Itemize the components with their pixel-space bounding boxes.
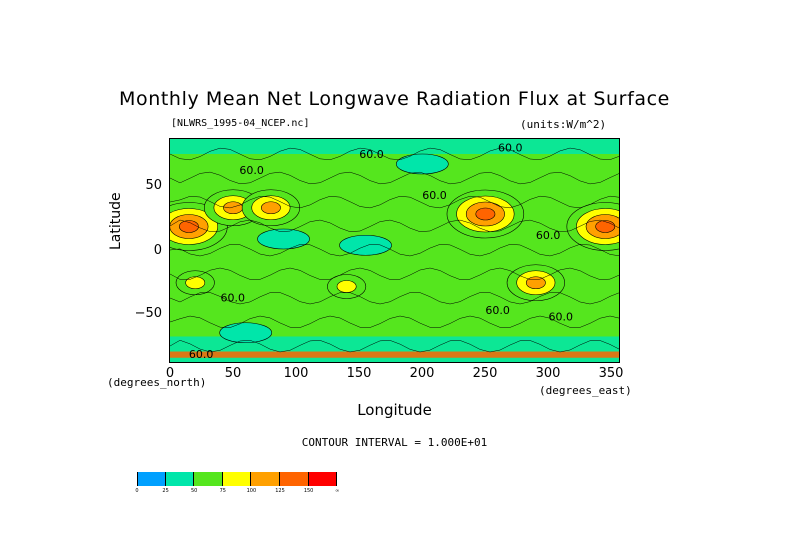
contour-label: 60.0 bbox=[498, 142, 523, 155]
x-unit-left: (degrees_north) bbox=[107, 376, 207, 389]
x-tick-label: 300 bbox=[535, 366, 561, 381]
colorbar-labels: 0 25 50 75 100 125 150 ∞ bbox=[135, 488, 340, 496]
feature-contour bbox=[179, 220, 199, 233]
contour-label: 60.0 bbox=[359, 148, 384, 161]
contour-label: 60.0 bbox=[548, 310, 573, 323]
contour-line bbox=[170, 315, 619, 328]
colorbar-swatch bbox=[308, 472, 338, 486]
contour-label: 60.0 bbox=[189, 348, 214, 361]
feature-contour bbox=[475, 207, 496, 221]
x-tick-label: 350 bbox=[598, 366, 624, 381]
feature-contour bbox=[396, 153, 449, 175]
contour-label: 60.0 bbox=[485, 304, 510, 317]
colorbar-swatch bbox=[194, 472, 223, 486]
y-axis-label: Latitude bbox=[108, 192, 124, 250]
colorbar-tick-label: 50 bbox=[191, 488, 198, 494]
file-label: [NLWRS_1995-04_NCEP.nc] bbox=[171, 118, 310, 129]
heatmap-svg: 60.0 60.0 60.0 60.0 60.0 60.0 60.0 60.0 60.0 bbox=[170, 139, 619, 362]
feature-contour bbox=[525, 276, 546, 290]
feature-contour bbox=[336, 280, 357, 293]
y-tick-label: −50 bbox=[134, 306, 162, 321]
colorbar-swatch bbox=[137, 472, 166, 486]
plot-area: 60.0 60.0 60.0 60.0 60.0 60.0 60.0 60.0 60.0 bbox=[169, 138, 620, 363]
contour-label: 60.0 bbox=[220, 292, 245, 305]
x-tick-label: 50 bbox=[224, 366, 242, 381]
x-unit-right: (degrees_east) bbox=[539, 384, 632, 397]
x-tick-label: 250 bbox=[472, 366, 498, 381]
units-label: (units:W/m^2) bbox=[520, 118, 607, 131]
contour-line bbox=[170, 147, 619, 161]
polar-band bbox=[170, 139, 619, 154]
contour-label: 60.0 bbox=[239, 164, 264, 177]
contour-line bbox=[170, 171, 619, 185]
colorbar-tick-label: 100 bbox=[246, 488, 257, 494]
colorbar-swatch bbox=[279, 472, 309, 486]
x-axis-label: Longitude bbox=[357, 401, 432, 419]
y-tick-label: 0 bbox=[153, 243, 162, 258]
colorbar-tick-label: ∞ bbox=[335, 488, 340, 494]
feature-contour bbox=[595, 220, 616, 233]
contour-line bbox=[170, 244, 619, 257]
colorbar-swatch bbox=[222, 472, 252, 486]
colorbar-swatch bbox=[251, 472, 280, 486]
x-tick-label: 150 bbox=[346, 366, 372, 381]
colorbar-tick-label: 0 bbox=[135, 488, 139, 494]
contour-line bbox=[170, 267, 619, 280]
feature-contour bbox=[185, 276, 206, 290]
colorbar-swatch bbox=[165, 472, 195, 486]
y-tick-label: 50 bbox=[145, 178, 162, 193]
contour-interval: CONTOUR INTERVAL = 1.000E+01 bbox=[301, 436, 488, 449]
x-tick-label: 200 bbox=[409, 366, 435, 381]
contour-label: 60.0 bbox=[422, 189, 447, 202]
contour-line bbox=[170, 292, 619, 305]
colorbar-tick-label: 125 bbox=[275, 488, 285, 494]
contour-line bbox=[170, 340, 619, 353]
feature-contour bbox=[257, 228, 310, 250]
chart-title: Monthly Mean Net Longwave Radiation Flux… bbox=[119, 88, 670, 110]
feature-contour bbox=[261, 201, 281, 215]
x-tick-label: 0 bbox=[165, 366, 175, 381]
colorbar-tick-label: 150 bbox=[303, 488, 314, 494]
feature-contour bbox=[223, 201, 243, 215]
colorbar-tick-label: 25 bbox=[162, 488, 169, 494]
contour-line bbox=[170, 219, 619, 233]
contour-line bbox=[170, 195, 619, 209]
x-tick-label: 100 bbox=[283, 366, 309, 381]
colorbar-tick-label: 75 bbox=[219, 488, 226, 494]
contour-label: 60.0 bbox=[536, 229, 561, 242]
polar-band bbox=[170, 351, 619, 358]
feature-contour bbox=[339, 234, 392, 256]
colorbar bbox=[137, 472, 338, 486]
feature-contour bbox=[219, 322, 272, 344]
